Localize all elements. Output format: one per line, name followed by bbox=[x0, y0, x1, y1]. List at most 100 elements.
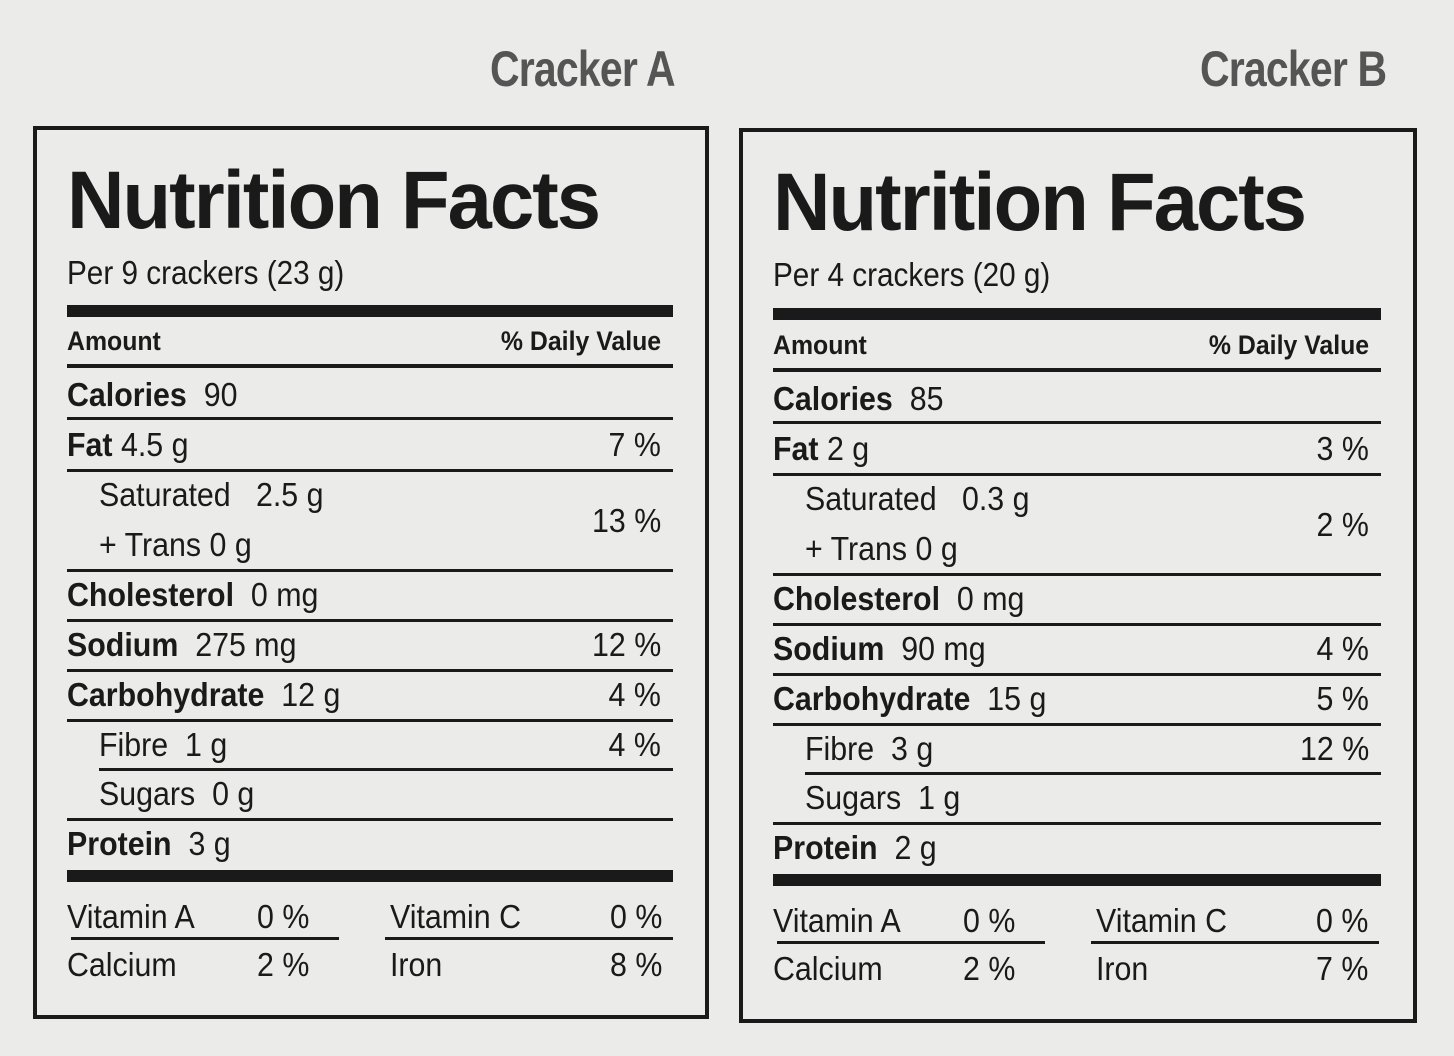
cholesterol-label: Cholesterol bbox=[773, 580, 941, 617]
amount-header: Amount bbox=[67, 326, 161, 356]
sat-trans-dv: 13 % bbox=[591, 502, 661, 539]
iron-label: Iron bbox=[1096, 950, 1149, 987]
vitamin-c-dv: 0 % bbox=[610, 898, 663, 935]
saturated-label: Saturated bbox=[805, 480, 937, 517]
divider bbox=[773, 822, 1381, 825]
fat-value: 2 g bbox=[826, 430, 870, 467]
iron-dv: 8 % bbox=[610, 946, 663, 983]
serving-size: Per 4 crackers (20 g) bbox=[773, 256, 1051, 293]
carbohydrate-value: 15 g bbox=[987, 680, 1047, 717]
fat-dv: 3 % bbox=[1316, 430, 1369, 467]
divider bbox=[67, 719, 673, 722]
nutrition-facts-heading: Nutrition Facts bbox=[67, 155, 601, 246]
calories-label: Calories bbox=[67, 376, 187, 413]
cracker-a-title: Cracker A bbox=[490, 41, 676, 97]
carbohydrate-value: 12 g bbox=[281, 676, 341, 713]
trans-value: 0 g bbox=[915, 530, 958, 567]
calcium-dv: 2 % bbox=[963, 950, 1016, 987]
sodium-dv: 4 % bbox=[1316, 630, 1369, 667]
divider bbox=[71, 937, 339, 940]
saturated-label: Saturated bbox=[99, 476, 231, 513]
vitamin-a-label: Vitamin A bbox=[773, 902, 901, 939]
fat-dv: 7 % bbox=[608, 426, 661, 463]
sodium-dv: 12 % bbox=[591, 626, 661, 663]
fat-value: 4.5 g bbox=[120, 426, 189, 463]
fibre-label: Fibre bbox=[99, 726, 169, 763]
vitamin-a-dv: 0 % bbox=[963, 902, 1016, 939]
vitamin-a-label: Vitamin A bbox=[67, 898, 195, 935]
divider bbox=[67, 417, 673, 420]
fibre-value: 3 g bbox=[891, 730, 934, 767]
divider bbox=[67, 619, 673, 622]
calcium-dv: 2 % bbox=[257, 946, 310, 983]
divider bbox=[773, 673, 1381, 676]
fibre-value: 1 g bbox=[185, 726, 228, 763]
vitamin-c-dv: 0 % bbox=[1316, 902, 1369, 939]
divider bbox=[99, 768, 673, 771]
saturated-value: 2.5 g bbox=[255, 476, 324, 513]
saturated-value: 0.3 g bbox=[961, 480, 1030, 517]
calcium-label: Calcium bbox=[67, 946, 177, 983]
sodium-label: Sodium bbox=[67, 626, 179, 663]
divider bbox=[773, 573, 1381, 576]
nutrition-label-cracker-b: Nutrition Facts Per 4 crackers (20 g) Am… bbox=[739, 128, 1417, 1023]
nutrition-facts-heading: Nutrition Facts bbox=[773, 157, 1307, 248]
fibre-dv: 12 % bbox=[1299, 730, 1369, 767]
divider bbox=[773, 623, 1381, 626]
thick-divider bbox=[773, 874, 1381, 886]
divider bbox=[67, 669, 673, 672]
calcium-label: Calcium bbox=[773, 950, 883, 987]
sugars-label: Sugars bbox=[99, 775, 196, 812]
protein-label: Protein bbox=[773, 829, 878, 866]
iron-label: Iron bbox=[390, 946, 443, 983]
fat-label: Fat bbox=[773, 430, 819, 467]
calories-value: 85 bbox=[909, 380, 944, 417]
protein-value: 2 g bbox=[894, 829, 937, 866]
trans-label: + Trans bbox=[805, 530, 908, 567]
trans-value: 0 g bbox=[209, 526, 252, 563]
calories-label: Calories bbox=[773, 380, 893, 417]
carbohydrate-dv: 4 % bbox=[608, 676, 661, 713]
serving-size: Per 9 crackers (23 g) bbox=[67, 254, 345, 291]
protein-label: Protein bbox=[67, 825, 172, 862]
calories-value: 90 bbox=[203, 376, 238, 413]
thick-divider bbox=[773, 308, 1381, 320]
cholesterol-value: 0 mg bbox=[956, 580, 1025, 617]
sodium-value: 275 mg bbox=[195, 626, 297, 663]
divider bbox=[773, 368, 1381, 372]
divider bbox=[67, 569, 673, 572]
fat-label: Fat bbox=[67, 426, 113, 463]
sat-trans-dv: 2 % bbox=[1316, 506, 1369, 543]
fibre-dv: 4 % bbox=[608, 726, 661, 763]
divider bbox=[773, 421, 1381, 424]
iron-dv: 7 % bbox=[1316, 950, 1369, 987]
divider bbox=[777, 941, 1045, 944]
vitamin-c-label: Vitamin C bbox=[390, 898, 522, 935]
cracker-b-title: Cracker B bbox=[1200, 41, 1387, 97]
daily-value-header: % Daily Value bbox=[1208, 330, 1369, 360]
amount-header: Amount bbox=[773, 330, 867, 360]
sugars-value: 1 g bbox=[918, 779, 961, 816]
sodium-label: Sodium bbox=[773, 630, 885, 667]
sugars-value: 0 g bbox=[212, 775, 255, 812]
divider bbox=[1091, 941, 1379, 944]
divider bbox=[385, 937, 673, 940]
carbohydrate-label: Carbohydrate bbox=[773, 680, 971, 717]
protein-value: 3 g bbox=[188, 825, 231, 862]
vitamin-c-label: Vitamin C bbox=[1096, 902, 1228, 939]
sodium-value: 90 mg bbox=[901, 630, 986, 667]
divider bbox=[67, 818, 673, 821]
divider bbox=[67, 364, 673, 368]
trans-label: + Trans bbox=[99, 526, 202, 563]
thick-divider bbox=[67, 870, 673, 882]
nutrition-label-cracker-a: Nutrition Facts Per 9 crackers (23 g) Am… bbox=[33, 126, 709, 1019]
cholesterol-label: Cholesterol bbox=[67, 576, 235, 613]
carbohydrate-dv: 5 % bbox=[1316, 680, 1369, 717]
divider bbox=[67, 469, 673, 472]
divider bbox=[805, 772, 1381, 775]
cholesterol-value: 0 mg bbox=[250, 576, 319, 613]
vitamin-a-dv: 0 % bbox=[257, 898, 310, 935]
divider bbox=[773, 473, 1381, 476]
fibre-label: Fibre bbox=[805, 730, 875, 767]
thick-divider bbox=[67, 305, 673, 317]
